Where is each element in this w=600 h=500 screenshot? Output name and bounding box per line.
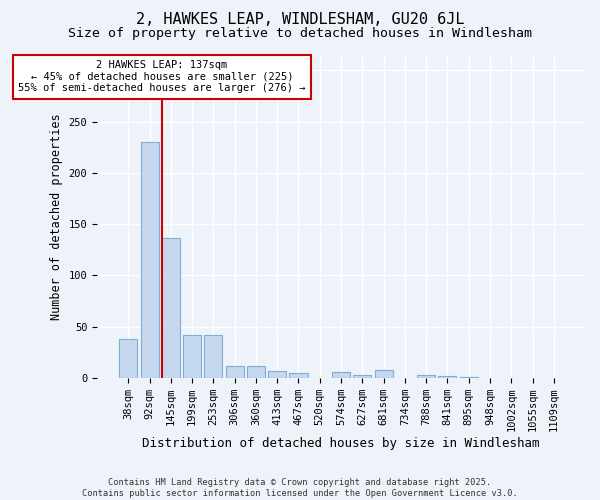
Bar (183, 335, 201, 378)
Bar (417, 375, 435, 378)
Bar (205, 335, 223, 378)
Bar (268, 371, 286, 378)
Bar (289, 373, 308, 378)
Bar (162, 238, 180, 378)
Text: Size of property relative to detached houses in Windlesham: Size of property relative to detached ho… (68, 28, 532, 40)
Bar (226, 366, 244, 378)
Y-axis label: Number of detached properties: Number of detached properties (50, 113, 63, 320)
Bar (140, 142, 158, 378)
Text: 2, HAWKES LEAP, WINDLESHAM, GU20 6JL: 2, HAWKES LEAP, WINDLESHAM, GU20 6JL (136, 12, 464, 28)
X-axis label: Distribution of detached houses by size in Windlesham: Distribution of detached houses by size … (142, 437, 540, 450)
Bar (353, 375, 371, 378)
Bar (247, 366, 265, 378)
Bar (332, 372, 350, 378)
Text: 2 HAWKES LEAP: 137sqm
← 45% of detached houses are smaller (225)
55% of semi-det: 2 HAWKES LEAP: 137sqm ← 45% of detached … (18, 60, 305, 94)
Bar (460, 377, 478, 378)
Text: Contains HM Land Registry data © Crown copyright and database right 2025.
Contai: Contains HM Land Registry data © Crown c… (82, 478, 518, 498)
Bar (119, 339, 137, 378)
Bar (374, 370, 392, 378)
Bar (439, 376, 457, 378)
